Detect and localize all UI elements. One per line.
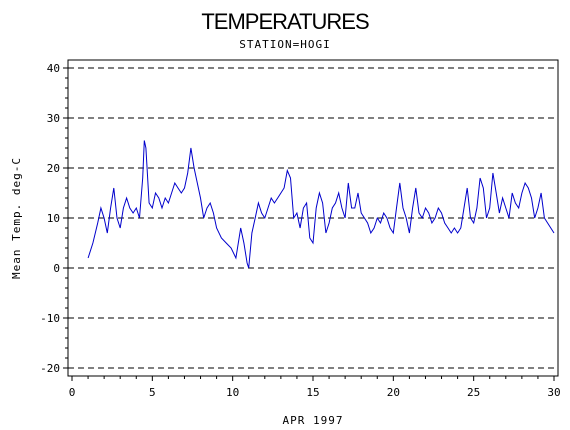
- x-axis: 0 5 10 15 20 25 30: [69, 376, 561, 399]
- x-tick-label: 15: [306, 386, 319, 399]
- y-tick-label: 20: [47, 162, 60, 175]
- y-tick-label: 0: [53, 262, 60, 275]
- x-tick-label: 10: [226, 386, 239, 399]
- y-tick-label: 30: [47, 112, 60, 125]
- y-tick-label: 40: [47, 62, 60, 75]
- x-axis-label: APR 1997: [283, 414, 344, 427]
- y-axis-label: Mean Temp. deg-C: [10, 157, 23, 279]
- x-tick-label: 0: [69, 386, 76, 399]
- y-tick-label: 10: [47, 212, 60, 225]
- x-tick-label: 20: [387, 386, 400, 399]
- gridlines: [68, 67, 558, 369]
- x-tick-label: 30: [547, 386, 560, 399]
- series-line: [87, 140, 555, 269]
- y-tick-label: -20: [40, 362, 60, 375]
- chart-subtitle: STATION=HOGI: [239, 38, 330, 51]
- x-tick-label: 25: [467, 386, 480, 399]
- chart-title: TEMPERATURES: [201, 9, 369, 34]
- x-tick-label: 5: [149, 386, 156, 399]
- y-axis: -20 -10 0 10 20 30 40: [40, 62, 68, 375]
- y-tick-label: -10: [40, 312, 60, 325]
